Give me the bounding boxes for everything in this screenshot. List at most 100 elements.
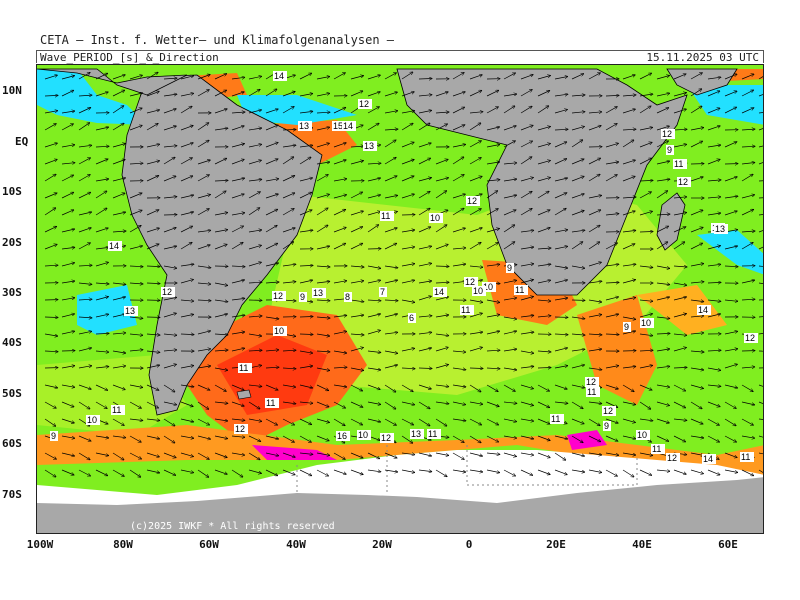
period-label-bg <box>586 387 600 397</box>
direction-arrow <box>656 366 670 368</box>
direction-arrow <box>673 297 687 301</box>
direction-arrow <box>95 333 109 334</box>
direction-arrow <box>95 262 109 267</box>
direction-arrow <box>265 350 279 351</box>
direction-arrow <box>486 243 498 250</box>
direction-arrow <box>486 418 499 425</box>
direction-arrow <box>503 73 516 80</box>
direction-arrow <box>163 126 176 131</box>
direction-arrow <box>180 242 192 250</box>
direction-arrow <box>707 418 719 425</box>
direction-arrow <box>367 123 379 131</box>
direction-arrow <box>112 384 125 390</box>
wave-period-map[interactable]: 14 12 13 15 14 13 11 10 12 14 13 12 11 10 9 8 7 6 12 11 10 9 1… <box>36 64 764 534</box>
direction-arrow <box>503 195 517 199</box>
period-label-bg <box>111 405 125 415</box>
direction-arrow <box>690 177 703 182</box>
direction-arrow <box>690 141 703 148</box>
direction-arrow <box>384 365 398 369</box>
direction-arrow <box>673 74 686 80</box>
direction-arrow <box>707 197 721 198</box>
direction-arrow <box>78 401 90 409</box>
direction-arrow <box>639 127 653 131</box>
direction-arrow <box>418 158 431 165</box>
direction-arrow <box>673 109 686 114</box>
direction-arrow <box>248 452 260 460</box>
direction-arrow <box>520 350 534 353</box>
direction-arrow <box>231 226 244 233</box>
direction-arrow <box>418 452 432 456</box>
direction-arrow <box>231 92 244 97</box>
direction-arrow <box>129 435 141 442</box>
direction-arrow <box>418 384 431 389</box>
direction-arrow <box>299 265 313 266</box>
direction-arrow <box>61 124 73 131</box>
direction-arrow <box>486 264 500 266</box>
direction-arrow <box>452 401 466 405</box>
direction-arrow <box>401 111 415 114</box>
direction-arrow <box>44 174 56 182</box>
direction-arrow <box>333 160 346 165</box>
direction-arrow <box>554 469 567 475</box>
direction-arrow <box>469 242 481 250</box>
direction-arrow <box>112 160 125 165</box>
period-label: 12 <box>603 406 613 416</box>
direction-arrow <box>605 452 619 455</box>
direction-arrow <box>758 230 763 233</box>
direction-arrow <box>469 418 482 425</box>
direction-arrow <box>248 350 262 351</box>
period-label: 11 <box>239 363 248 373</box>
direction-arrow <box>673 334 687 335</box>
direction-arrow <box>656 297 670 301</box>
direction-arrow <box>469 228 482 233</box>
direction-arrow <box>214 213 228 216</box>
direction-arrow <box>44 351 58 352</box>
direction-arrow <box>112 178 126 182</box>
direction-arrow <box>384 243 397 250</box>
direction-arrow <box>78 331 92 335</box>
direction-arrow <box>571 452 585 456</box>
direction-arrow <box>588 195 602 199</box>
period-label: 9 <box>507 263 512 273</box>
direction-arrow <box>554 265 568 268</box>
direction-arrow <box>61 175 74 182</box>
direction-arrow <box>452 435 464 443</box>
direction-arrow <box>61 401 74 407</box>
direction-arrow <box>758 112 763 114</box>
direction-arrow <box>605 143 619 148</box>
direction-arrow <box>78 175 90 182</box>
direction-arrow <box>605 175 617 182</box>
direction-arrow <box>129 93 143 97</box>
direction-arrow <box>146 161 160 165</box>
direction-arrow <box>231 332 245 335</box>
direction-arrow <box>588 334 602 335</box>
direction-arrow <box>214 191 226 199</box>
direction-arrow <box>605 162 619 165</box>
direction-arrow <box>214 74 227 80</box>
direction-arrow <box>61 192 74 199</box>
lon-label-40w: 40W <box>286 538 306 551</box>
direction-arrow <box>622 230 636 232</box>
direction-arrow <box>622 418 636 423</box>
direction-arrow <box>316 351 330 352</box>
period-label: 11 <box>515 285 524 295</box>
madagascar <box>656 192 686 251</box>
direction-arrow <box>452 384 466 387</box>
direction-arrow <box>520 230 534 232</box>
period-label: 12 <box>745 333 755 343</box>
direction-arrow <box>231 469 243 477</box>
direction-arrow <box>248 160 261 165</box>
direction-arrow <box>350 146 364 147</box>
direction-arrow <box>656 76 670 80</box>
direction-arrow <box>690 73 702 80</box>
direction-arrow <box>469 401 483 404</box>
direction-arrow <box>180 126 193 131</box>
direction-arrow <box>61 435 75 438</box>
direction-arrow <box>418 281 432 284</box>
period-label-bg <box>357 430 371 440</box>
direction-arrow <box>146 266 160 267</box>
direction-arrow <box>571 112 585 113</box>
direction-arrow <box>112 297 126 301</box>
direction-arrow <box>537 106 549 114</box>
direction-arrow <box>503 242 515 250</box>
